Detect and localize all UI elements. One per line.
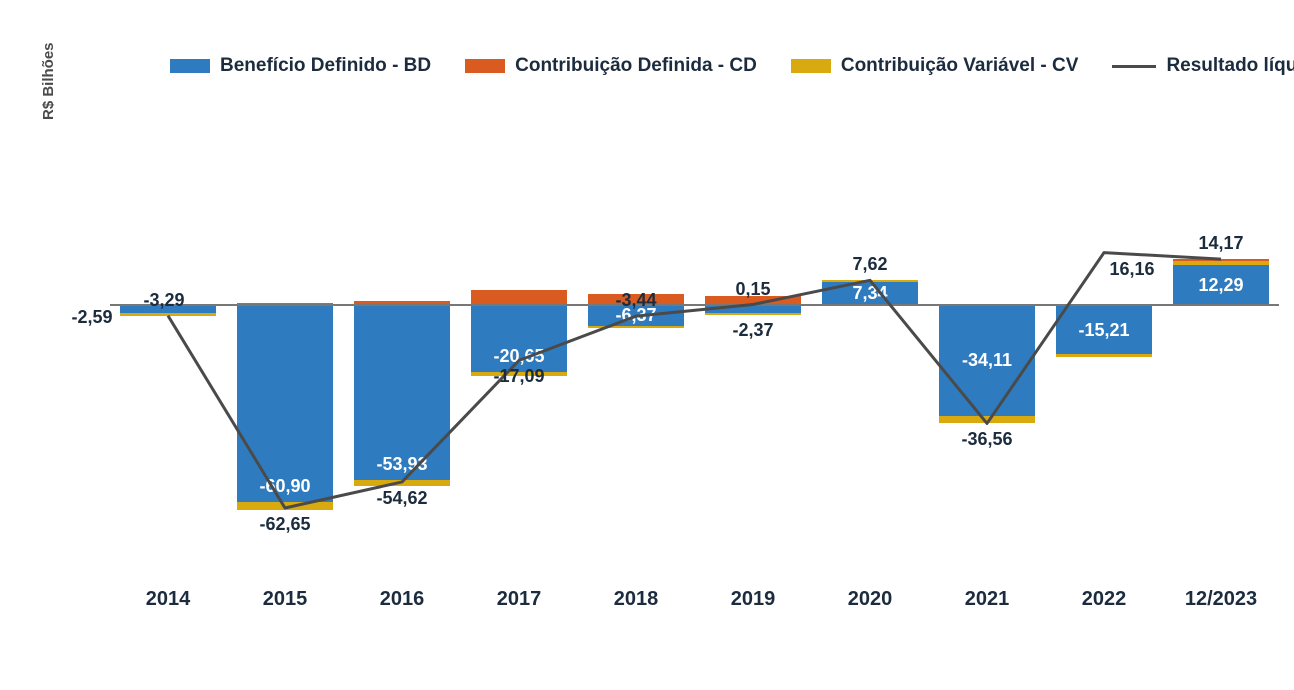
bar-cd bbox=[471, 290, 567, 305]
legend-swatch-cd bbox=[465, 59, 505, 73]
legend-item-line: Resultado líquido bbox=[1112, 55, 1294, 77]
line-value-label: 16,16 bbox=[1109, 259, 1154, 280]
legend-item-cd: Contribuição Definida - CD bbox=[465, 55, 757, 77]
zero-baseline bbox=[110, 304, 1279, 306]
y-axis-label: R$ Bilhões bbox=[40, 42, 57, 120]
chart-container: R$ Bilhões Benefício Definido - BD Contr… bbox=[0, 0, 1294, 690]
bar-cv bbox=[822, 280, 918, 282]
bar-value-label: -20,65 bbox=[493, 346, 544, 367]
bar-cv bbox=[120, 313, 216, 315]
bar-bd bbox=[237, 305, 333, 502]
bar-value-label: -60,90 bbox=[259, 476, 310, 497]
bar-cv bbox=[354, 480, 450, 486]
bar-value-label: -15,21 bbox=[1078, 320, 1129, 341]
legend-swatch-line bbox=[1112, 65, 1156, 68]
legend-item-bd: Benefício Definido - BD bbox=[170, 55, 431, 77]
x-axis-label: 2019 bbox=[731, 588, 776, 611]
bar-cv bbox=[1173, 261, 1269, 265]
bar-value-label: -34,11 bbox=[962, 350, 1012, 371]
legend-label-cv: Contribuição Variável - CV bbox=[841, 55, 1079, 77]
bar-cv bbox=[939, 416, 1035, 424]
bar-value-label: -53,93 bbox=[376, 454, 427, 475]
x-axis-label: 2018 bbox=[614, 588, 659, 611]
line-value-label: -17,09 bbox=[493, 366, 544, 387]
line-value-label: -62,65 bbox=[259, 514, 310, 535]
legend-item-cv: Contribuição Variável - CV bbox=[791, 55, 1079, 77]
bar-cv bbox=[1056, 354, 1152, 357]
legend-label-cd: Contribuição Definida - CD bbox=[515, 55, 757, 77]
line-value-label: -54,62 bbox=[376, 488, 427, 509]
legend-label-line: Resultado líquido bbox=[1166, 55, 1294, 77]
x-axis-label: 2020 bbox=[848, 588, 893, 611]
chart-legend: Benefício Definido - BD Contribuição Def… bbox=[170, 55, 1294, 77]
line-value-label: 0,15 bbox=[735, 279, 770, 300]
line-value-label: -3,44 bbox=[615, 290, 656, 311]
bar-value-label: -2,59 bbox=[71, 307, 112, 328]
legend-swatch-bd bbox=[170, 59, 210, 73]
bar-value-label: 7,34 bbox=[852, 283, 887, 304]
legend-label-bd: Benefício Definido - BD bbox=[220, 55, 431, 77]
x-axis-label: 2015 bbox=[263, 588, 308, 611]
plot-area: 20142015201620172018201920202021202212/2… bbox=[90, 110, 1260, 580]
bar-value-label: -2,37 bbox=[732, 320, 773, 341]
line-value-label: 14,17 bbox=[1198, 233, 1243, 254]
line-value-label: -36,56 bbox=[961, 429, 1012, 450]
x-axis-label: 2016 bbox=[380, 588, 425, 611]
legend-swatch-cv bbox=[791, 59, 831, 73]
x-axis-label: 2014 bbox=[146, 588, 191, 611]
bar-cd bbox=[1173, 259, 1269, 261]
line-value-label: -3,29 bbox=[143, 290, 184, 311]
bar-value-label: 12,29 bbox=[1198, 275, 1243, 296]
x-axis-label: 2017 bbox=[497, 588, 542, 611]
bar-cv bbox=[237, 502, 333, 510]
x-axis-label: 12/2023 bbox=[1185, 588, 1257, 611]
x-axis-label: 2021 bbox=[965, 588, 1010, 611]
line-value-label: 7,62 bbox=[852, 254, 887, 275]
bar-cv bbox=[705, 313, 801, 315]
x-axis-label: 2022 bbox=[1082, 588, 1127, 611]
bar-bd bbox=[705, 305, 801, 313]
